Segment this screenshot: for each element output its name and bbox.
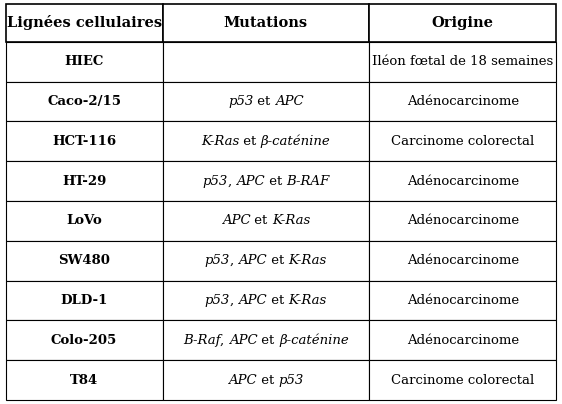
Bar xyxy=(6,42,162,82)
Bar xyxy=(6,320,162,360)
Bar xyxy=(162,201,369,241)
Text: et: et xyxy=(253,95,275,108)
Bar xyxy=(6,201,162,241)
Bar xyxy=(6,241,162,280)
Text: APC: APC xyxy=(228,374,257,387)
Bar xyxy=(162,121,369,161)
Text: Carcinome colorectal: Carcinome colorectal xyxy=(391,135,534,148)
Bar xyxy=(162,280,369,320)
Text: Carcinome colorectal: Carcinome colorectal xyxy=(391,374,534,387)
Text: β-caténine: β-caténine xyxy=(261,135,330,148)
Bar xyxy=(369,4,556,42)
Bar xyxy=(369,241,556,280)
Text: HT-29: HT-29 xyxy=(62,175,106,187)
Text: et: et xyxy=(239,135,261,148)
Bar xyxy=(369,121,556,161)
Text: Mutations: Mutations xyxy=(224,16,308,30)
Bar xyxy=(6,121,162,161)
Text: Adénocarcinome: Adénocarcinome xyxy=(407,254,519,267)
Text: et: et xyxy=(267,254,289,267)
Bar xyxy=(6,82,162,121)
Text: ,: , xyxy=(230,294,238,307)
Text: Origine: Origine xyxy=(432,16,494,30)
Bar xyxy=(369,42,556,82)
Text: APC: APC xyxy=(236,175,265,187)
Text: T84: T84 xyxy=(70,374,98,387)
Bar xyxy=(6,4,162,42)
Bar xyxy=(369,360,556,400)
Text: Adénocarcinome: Adénocarcinome xyxy=(407,215,519,227)
Text: HIEC: HIEC xyxy=(65,55,104,68)
Bar xyxy=(369,280,556,320)
Bar xyxy=(162,4,369,42)
Text: K-Ras: K-Ras xyxy=(201,135,239,148)
Bar xyxy=(162,360,369,400)
Text: p53: p53 xyxy=(228,95,253,108)
Bar xyxy=(369,201,556,241)
Text: et: et xyxy=(257,374,278,387)
Text: SW480: SW480 xyxy=(58,254,110,267)
Text: et: et xyxy=(267,294,289,307)
Text: Adénocarcinome: Adénocarcinome xyxy=(407,175,519,187)
Bar xyxy=(6,280,162,320)
Bar xyxy=(162,320,369,360)
Bar xyxy=(6,161,162,201)
Text: K-Ras: K-Ras xyxy=(272,215,310,227)
Text: et: et xyxy=(257,334,279,347)
Text: K-Ras: K-Ras xyxy=(289,254,327,267)
Text: ,: , xyxy=(230,254,238,267)
Text: Colo-205: Colo-205 xyxy=(51,334,117,347)
Text: B-Raf: B-Raf xyxy=(183,334,220,347)
Bar xyxy=(369,161,556,201)
Text: Adénocarcinome: Adénocarcinome xyxy=(407,294,519,307)
Bar xyxy=(162,241,369,280)
Bar xyxy=(162,161,369,201)
Text: Lignées cellulaires: Lignées cellulaires xyxy=(7,15,162,30)
Bar xyxy=(162,42,369,82)
Text: et: et xyxy=(265,175,286,187)
Text: APC: APC xyxy=(238,254,267,267)
Text: p53: p53 xyxy=(202,175,228,187)
Text: ,: , xyxy=(228,175,236,187)
Bar xyxy=(162,82,369,121)
Text: Adénocarcinome: Adénocarcinome xyxy=(407,334,519,347)
Text: APC: APC xyxy=(221,215,250,227)
Text: Iléon fœtal de 18 semaines: Iléon fœtal de 18 semaines xyxy=(372,55,554,68)
Text: et: et xyxy=(250,215,272,227)
Text: K-Ras: K-Ras xyxy=(289,294,327,307)
Text: p53: p53 xyxy=(278,374,303,387)
Text: p53: p53 xyxy=(205,254,230,267)
Text: DLD-1: DLD-1 xyxy=(61,294,108,307)
Text: APC: APC xyxy=(275,95,303,108)
Bar xyxy=(369,82,556,121)
Text: APC: APC xyxy=(238,294,267,307)
Text: HCT-116: HCT-116 xyxy=(52,135,116,148)
Text: APC: APC xyxy=(229,334,257,347)
Text: Adénocarcinome: Adénocarcinome xyxy=(407,95,519,108)
Text: p53: p53 xyxy=(205,294,230,307)
Bar xyxy=(6,360,162,400)
Text: β-caténine: β-caténine xyxy=(279,334,349,347)
Text: B-RAF: B-RAF xyxy=(286,175,329,187)
Text: LoVo: LoVo xyxy=(66,215,102,227)
Bar xyxy=(369,320,556,360)
Text: Caco-2/15: Caco-2/15 xyxy=(47,95,121,108)
Text: ,: , xyxy=(220,334,229,347)
